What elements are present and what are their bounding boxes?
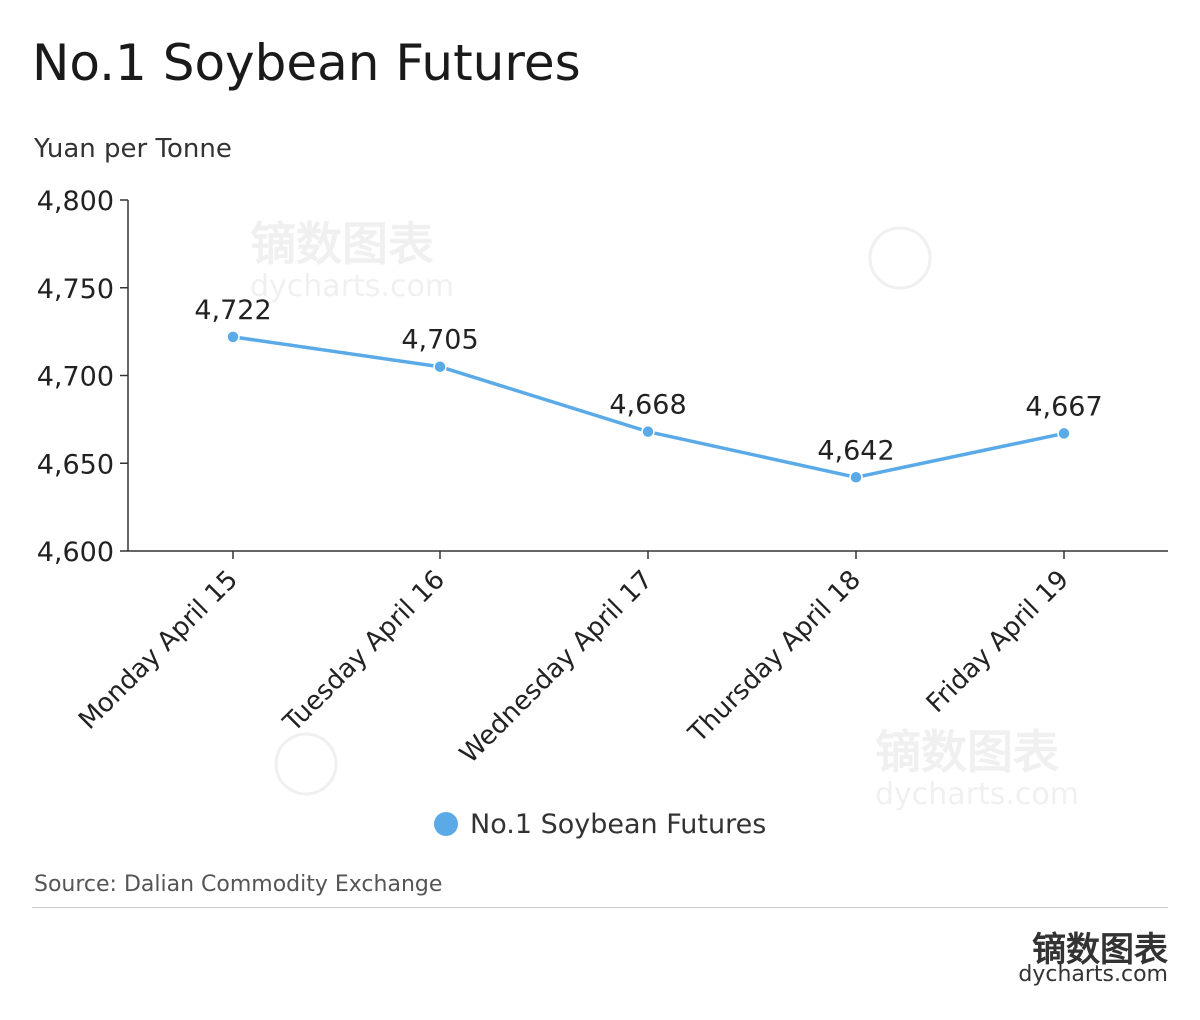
x-tick-label: Wednesday April 17 xyxy=(454,565,659,770)
legend-label: No.1 Soybean Futures xyxy=(470,809,766,840)
watermark-text-cn: 镝数图表 xyxy=(250,217,434,271)
source-note: Source: Dalian Commodity Exchange xyxy=(34,872,443,897)
y-axis-unit-label: Yuan per Tonne xyxy=(34,134,232,164)
data-label: 4,642 xyxy=(817,435,894,466)
data-label: 4,705 xyxy=(401,325,478,356)
chart-title: No.1 Soybean Futures xyxy=(32,34,581,92)
legend-marker xyxy=(434,812,458,836)
data-point[interactable] xyxy=(1057,426,1071,441)
y-axis: 4,600 4,650 4,700 4,750 4,800 xyxy=(37,186,129,568)
watermark-text-cn: 镝数图表 xyxy=(875,725,1059,779)
watermark-text-en: dycharts.com xyxy=(875,777,1079,812)
data-point[interactable] xyxy=(641,424,655,439)
data-label: 4,667 xyxy=(1025,391,1102,422)
y-tick-label: 4,800 xyxy=(37,186,114,217)
brand-logo-en: dycharts.com xyxy=(1018,962,1168,987)
divider xyxy=(32,907,1168,908)
x-tick-label: Monday April 15 xyxy=(73,565,244,736)
data-point[interactable] xyxy=(226,330,240,344)
x-tick-label: Thursday April 18 xyxy=(682,565,867,750)
copyright-watermark-icon xyxy=(274,732,338,796)
y-tick-label: 4,750 xyxy=(37,274,114,305)
y-tick-label: 4,700 xyxy=(37,362,114,393)
y-tick-label: 4,650 xyxy=(37,449,114,480)
legend[interactable]: No.1 Soybean Futures xyxy=(434,809,766,840)
brand-logo-cn: 镝数图表 xyxy=(1032,930,1168,970)
data-point[interactable] xyxy=(849,470,863,485)
x-tick-label: Tuesday April 16 xyxy=(277,565,451,739)
x-tick-label: Friday April 19 xyxy=(921,565,1075,719)
data-label: 4,722 xyxy=(194,295,271,326)
data-label: 4,668 xyxy=(609,390,686,421)
data-point[interactable] xyxy=(433,359,447,374)
series-layer: 4,722 4,705 4,668 4,642 4,667 xyxy=(194,295,1103,485)
copyright-watermark-icon xyxy=(868,226,932,290)
y-tick-label: 4,600 xyxy=(37,537,114,568)
watermark-text-en: dycharts.com xyxy=(250,269,454,304)
